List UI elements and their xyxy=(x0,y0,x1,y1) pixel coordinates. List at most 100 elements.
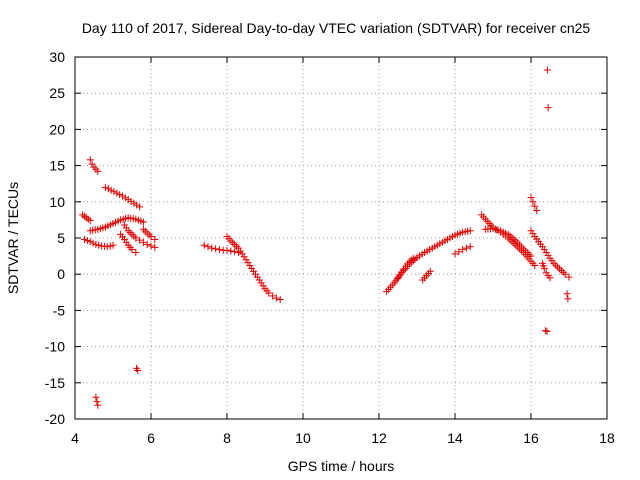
data-point xyxy=(565,273,573,281)
data-point xyxy=(531,262,539,270)
data-point xyxy=(541,327,549,335)
data-point xyxy=(459,246,467,254)
data-point xyxy=(94,401,102,409)
data-point xyxy=(136,236,144,244)
data-point xyxy=(409,254,417,262)
y-tick-label: 0 xyxy=(57,266,65,282)
tick-layer: 4 6 8 10 12 14 16 18 30 25 20 15 10 5 0 -5 -10 -15 -20 xyxy=(45,49,615,446)
y-tick-label: 15 xyxy=(49,158,65,174)
data-point xyxy=(451,250,459,258)
data-point xyxy=(533,206,541,214)
data-point xyxy=(151,243,159,251)
data-point xyxy=(233,242,240,250)
data-point xyxy=(529,198,537,206)
data-point xyxy=(92,241,100,249)
data-point xyxy=(101,183,109,191)
data-point xyxy=(426,267,434,275)
data-point xyxy=(563,290,571,298)
data-point xyxy=(143,229,151,237)
x-tick-label: 8 xyxy=(223,430,231,446)
x-axis-label: GPS time / hours xyxy=(288,458,395,474)
data-point xyxy=(128,246,136,254)
data-point xyxy=(556,265,563,273)
points-layer xyxy=(79,66,573,409)
data-point xyxy=(130,232,138,240)
data-point xyxy=(204,243,212,251)
data-point xyxy=(130,199,138,207)
data-point xyxy=(94,167,102,175)
data-point xyxy=(86,156,94,164)
data-point xyxy=(95,241,103,249)
data-point xyxy=(151,235,159,243)
x-tick-label: 6 xyxy=(147,430,155,446)
data-point xyxy=(487,221,495,229)
x-tick-label: 16 xyxy=(523,430,539,446)
data-point xyxy=(212,245,220,253)
data-point xyxy=(106,242,114,250)
data-point xyxy=(119,192,126,200)
data-point xyxy=(554,263,562,271)
data-point xyxy=(143,241,151,249)
data-point xyxy=(147,233,155,241)
x-tick-label: 18 xyxy=(599,430,615,446)
y-tick-label: -20 xyxy=(45,411,65,427)
data-point xyxy=(121,194,129,202)
data-point xyxy=(132,234,140,242)
data-point xyxy=(269,292,277,300)
data-point xyxy=(126,229,134,237)
data-point xyxy=(127,197,135,205)
data-point xyxy=(103,243,111,251)
data-point xyxy=(229,239,237,247)
chart-title: Day 110 of 2017, Sidereal Day-to-day VTE… xyxy=(82,20,591,36)
data-point xyxy=(145,231,153,239)
data-point xyxy=(466,227,474,235)
data-point xyxy=(531,202,539,210)
data-point xyxy=(208,244,216,252)
x-tick-label: 10 xyxy=(295,430,311,446)
x-tick-label: 12 xyxy=(371,430,387,446)
y-tick-label: -5 xyxy=(53,302,66,318)
data-point xyxy=(561,270,569,278)
data-point xyxy=(134,366,142,374)
data-point xyxy=(124,196,132,204)
data-point xyxy=(231,241,239,249)
data-point xyxy=(109,241,117,249)
data-point xyxy=(128,230,136,238)
data-point xyxy=(527,193,535,201)
y-tick-label: -15 xyxy=(45,375,65,391)
data-point xyxy=(139,225,147,233)
data-point xyxy=(466,243,474,251)
data-point xyxy=(83,237,91,245)
data-point xyxy=(93,398,101,406)
data-point xyxy=(544,104,552,112)
y-tick-label: 5 xyxy=(57,230,65,246)
y-axis-label: SDTVAR / TECUs xyxy=(5,182,21,294)
data-point xyxy=(552,261,560,269)
y-tick-label: 20 xyxy=(49,121,65,137)
data-point xyxy=(92,393,100,401)
data-point xyxy=(139,218,147,226)
data-point xyxy=(86,217,94,225)
data-point xyxy=(81,235,88,243)
y-tick-label: 25 xyxy=(49,85,65,101)
data-point xyxy=(557,267,565,275)
data-point xyxy=(136,203,144,211)
data-point xyxy=(265,289,273,297)
data-point xyxy=(107,186,115,194)
data-point xyxy=(462,244,470,252)
data-point xyxy=(543,327,551,335)
data-point xyxy=(564,295,572,303)
data-point xyxy=(141,227,149,235)
data-point xyxy=(110,188,118,196)
data-point xyxy=(227,247,235,255)
data-point xyxy=(133,201,141,209)
data-point xyxy=(223,246,231,254)
x-tick-label: 4 xyxy=(71,430,79,446)
y-tick-label: 30 xyxy=(49,49,65,65)
data-point xyxy=(116,191,124,199)
y-tick-label: 10 xyxy=(49,194,65,210)
data-point xyxy=(455,248,463,256)
data-point xyxy=(540,264,548,272)
